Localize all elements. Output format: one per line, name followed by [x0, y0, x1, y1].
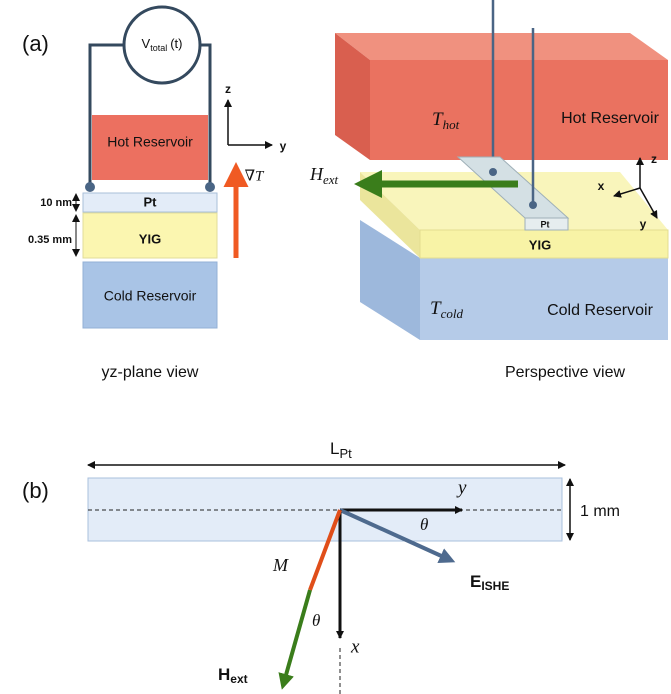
- thickness-label: 10 nm: [40, 197, 72, 209]
- axis-label: z: [651, 152, 657, 166]
- symbol: E: [470, 572, 481, 591]
- contact: [85, 182, 95, 192]
- hot-box-top: [335, 33, 668, 60]
- contact: [205, 182, 215, 192]
- cold-box-front: [420, 258, 668, 340]
- width-label: 1 mm: [580, 503, 620, 520]
- angle-label: θ: [420, 515, 428, 534]
- symbol: L: [330, 439, 339, 458]
- axis-label: z: [225, 82, 231, 96]
- gradient-label: ∇T: [245, 168, 265, 184]
- field-label: Hext: [218, 665, 248, 686]
- cold-reservoir-label: Cold Reservoir: [547, 302, 653, 319]
- caption: yz-plane view: [102, 364, 199, 381]
- e-ishe-label: EISHE: [470, 572, 509, 593]
- field-label: Hext: [309, 164, 339, 187]
- caption: Perspective view: [505, 364, 625, 381]
- contact: [489, 168, 497, 176]
- axis-label: y: [640, 217, 647, 231]
- subscript: hot: [443, 117, 460, 132]
- subscript: ext: [230, 672, 247, 686]
- symbol: H: [309, 164, 324, 184]
- subscript: Pt: [339, 446, 352, 461]
- axis-label: y: [456, 477, 467, 498]
- subscript: ISHE: [481, 579, 509, 593]
- yig-label: YIG: [529, 237, 551, 252]
- subscript: total: [150, 43, 167, 53]
- hot-reservoir-label: Hot Reservoir: [561, 110, 659, 127]
- pt-label: Pt: [541, 219, 550, 229]
- panel-label: (a): [22, 31, 49, 56]
- length-label: LPt: [330, 439, 352, 461]
- magnetization-label: M: [272, 555, 289, 575]
- pt-label: Pt: [144, 194, 158, 209]
- subscript: cold: [441, 306, 464, 321]
- angle-label: θ: [312, 611, 320, 630]
- axis-label: x: [598, 179, 605, 193]
- panel-label: (b): [22, 478, 49, 503]
- cold-reservoir-label: Cold Reservoir: [104, 288, 197, 304]
- subscript: ext: [323, 172, 339, 187]
- figure: (a) Vtotal(t) Hot Reservoir Pt YIG Cold …: [0, 0, 671, 694]
- hot-reservoir-label: Hot Reservoir: [107, 134, 193, 150]
- axis-label: x: [350, 636, 360, 657]
- contact: [529, 201, 537, 209]
- field-arrow: [284, 590, 310, 682]
- yig-label: YIG: [139, 231, 161, 246]
- symbol: H: [218, 665, 230, 684]
- axis-label: y: [280, 139, 287, 153]
- page: {"panel_a": {"label": "(a)", "yz_view": …: [0, 0, 671, 694]
- argument: (t): [170, 36, 182, 51]
- symbol: V: [142, 36, 151, 51]
- thickness-label: 0.35 mm: [28, 234, 72, 246]
